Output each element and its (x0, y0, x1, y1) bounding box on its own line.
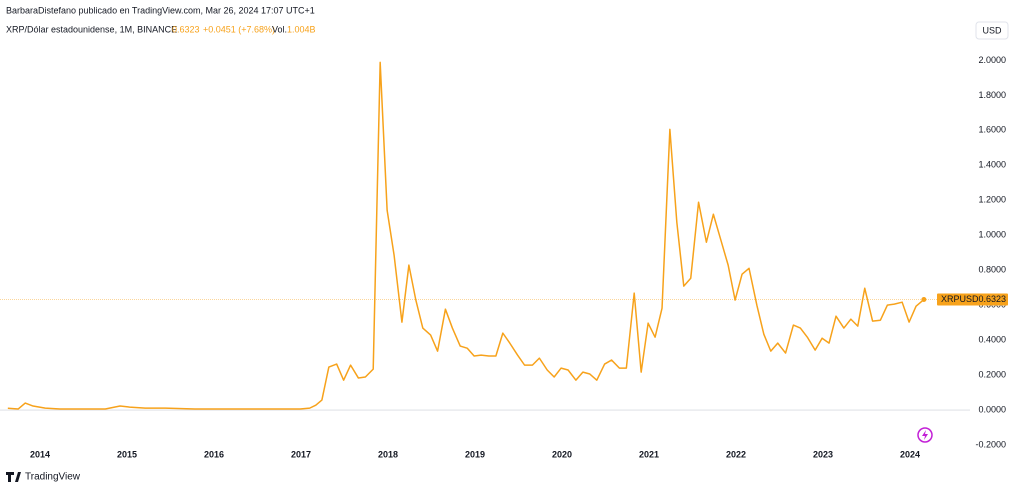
y-tick-label: 0.4000 (978, 334, 1006, 344)
x-tick-label: 2015 (117, 449, 137, 459)
currency[interactable]: USD (982, 25, 1002, 35)
y-tick-label: 0.0000 (978, 404, 1006, 414)
volume: 1.004B (287, 24, 316, 34)
lightning-icon[interactable] (917, 427, 933, 443)
currency-box[interactable] (975, 21, 1009, 40)
legend-price: 0.6323 (172, 24, 200, 34)
series-name: XRPUSD (941, 294, 979, 304)
footer: TradingView (25, 472, 81, 483)
legend-change: +0.0451 (+7.68%) (203, 24, 275, 34)
y-tick-label: 0.8000 (978, 265, 1006, 275)
last-point (921, 297, 927, 303)
x-tick-label: 2016 (204, 449, 224, 459)
y-tick-label: 1.8000 (978, 90, 1006, 100)
volume-label: Vol. (272, 24, 287, 34)
x-tick-label: 2017 (291, 449, 311, 459)
price-tag (937, 293, 1008, 306)
price-tag-value: 0.6323 (978, 294, 1006, 304)
y-tick-label: 1.0000 (978, 230, 1006, 240)
y-tick-label: 0.2000 (978, 369, 1006, 379)
y-tick-label: 1.2000 (978, 195, 1006, 205)
footer-logo (6, 472, 21, 482)
x-tick-label: 2020 (552, 449, 572, 459)
x-tick-label: 2024 (900, 449, 920, 459)
x-tick-label: 2018 (378, 449, 398, 459)
x-tick-label: 2021 (639, 449, 659, 459)
x-tick-label: 2014 (30, 449, 50, 459)
header: BarbaraDistefano publicado en TradingVie… (6, 5, 315, 15)
symbol: XRP/Dólar estadounidense, 1M, BINANCE (6, 24, 177, 34)
x-tick-label: 2022 (726, 449, 746, 459)
price-line (7, 61, 925, 410)
y-tick-label: 1.6000 (978, 125, 1006, 135)
y-tick-label: 1.4000 (978, 160, 1006, 170)
y-tick-label: 2.0000 (978, 55, 1006, 65)
y-tick-label: -0.2000 (975, 439, 1006, 449)
x-tick-label: 2019 (465, 449, 485, 459)
x-tick-label: 2023 (813, 449, 833, 459)
